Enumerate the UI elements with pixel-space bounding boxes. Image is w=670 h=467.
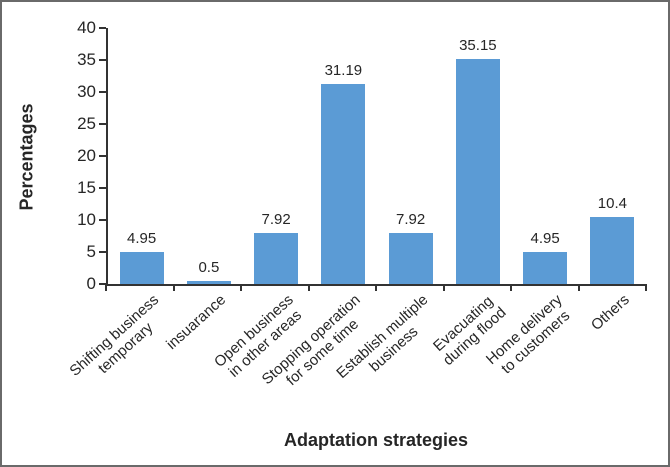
x-axis-category-label: insuarance: [163, 291, 230, 353]
bar: [523, 252, 568, 284]
bar: [119, 252, 164, 284]
x-axis-tick: [510, 284, 512, 291]
bar-value-label: 35.15: [459, 37, 497, 55]
y-axis-tick-label: 30: [77, 82, 96, 101]
bar-value-label: 10.4: [597, 195, 627, 213]
bar: [455, 59, 500, 284]
y-axis-tick-label: 40: [77, 18, 96, 37]
y-axis-tick: [99, 27, 106, 29]
x-axis-tick: [442, 284, 445, 291]
y-axis-tick-label: 20: [77, 146, 96, 165]
y-axis-tick-label: 10: [77, 210, 96, 229]
y-axis-tick: [99, 251, 106, 253]
y-axis-tick: [99, 283, 106, 285]
bar: [186, 280, 231, 284]
bar: [321, 84, 366, 284]
bar-value-label: 7.92: [261, 211, 291, 229]
y-axis-tick: [99, 91, 106, 93]
bar: [590, 217, 635, 284]
y-axis-tick-label: 25: [77, 114, 96, 133]
y-axis-tick-label: 35: [77, 50, 96, 69]
y-axis-tick: [99, 123, 106, 125]
x-axis-tick: [645, 284, 647, 291]
x-axis-tick: [375, 284, 377, 291]
y-axis-tick-label: 5: [86, 242, 96, 261]
bar: [254, 233, 299, 284]
x-axis-category-label: Others: [588, 291, 634, 335]
bar-value-label: 7.92: [396, 211, 426, 229]
x-axis-title: Adaptation strategies: [283, 430, 469, 450]
x-axis-tick: [172, 284, 175, 291]
x-axis-category-label: Shifting business temporary: [66, 291, 163, 380]
bar-value-label: 4.95: [530, 230, 560, 248]
y-axis-tick: [99, 187, 106, 189]
y-axis-tick: [99, 59, 106, 61]
bar: [388, 233, 433, 284]
y-axis-tick-label: 15: [77, 178, 96, 197]
bar-value-label: 0.5: [198, 258, 220, 276]
bar-value-label: 31.19: [324, 62, 363, 80]
y-axis-tick: [99, 155, 106, 157]
x-axis-tick: [105, 284, 107, 291]
x-axis-tick: [577, 284, 580, 291]
y-axis-tick-label: 0: [86, 274, 96, 293]
x-axis-tick: [307, 284, 310, 291]
x-axis-tick: [240, 284, 242, 291]
y-axis-tick: [99, 219, 106, 221]
bar-value-label: 4.95: [127, 230, 157, 248]
